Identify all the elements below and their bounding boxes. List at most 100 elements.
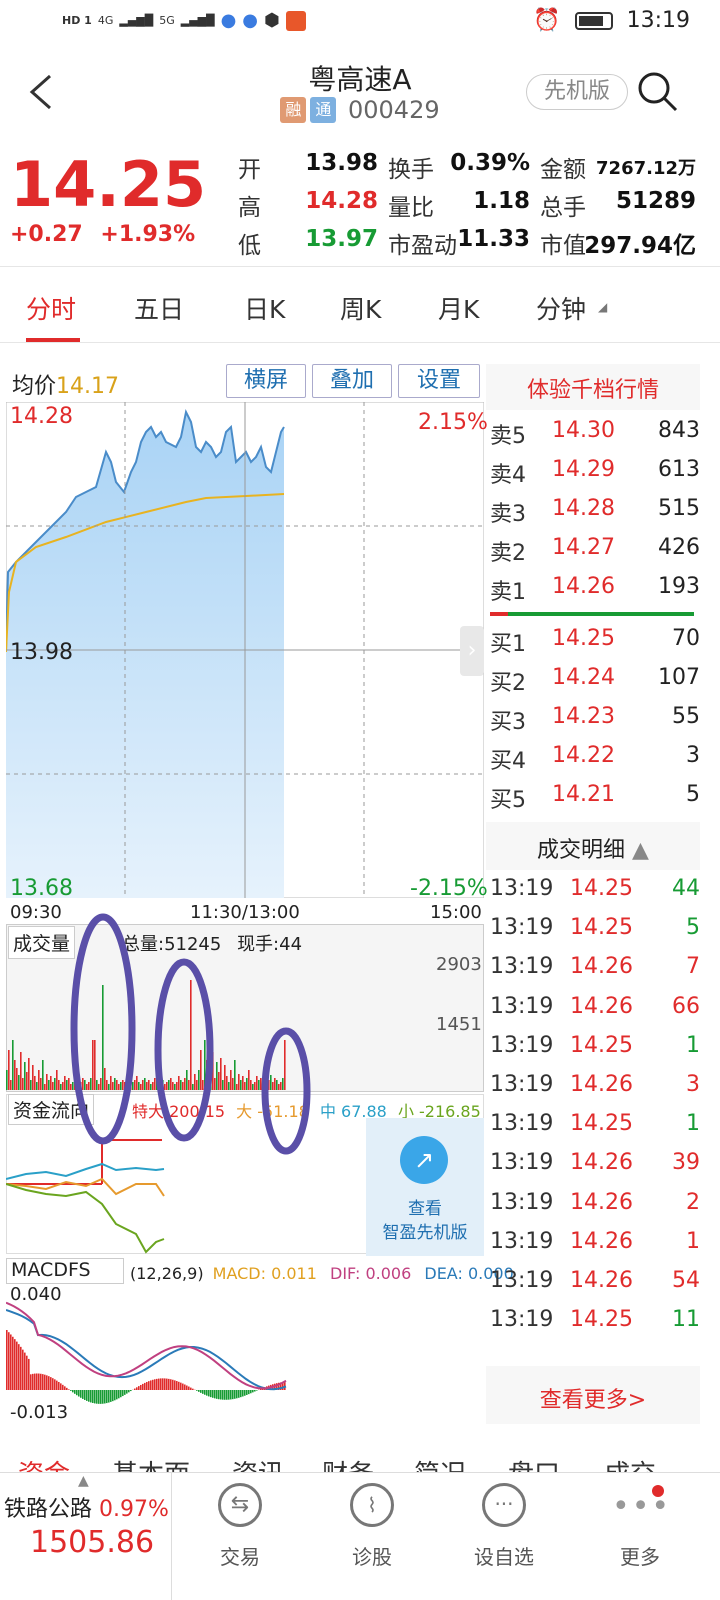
macd-bar: [214, 1390, 216, 1399]
volume-bar: [26, 1072, 28, 1090]
promo-text-2[interactable]: 智盈先机版: [382, 1223, 468, 1243]
hd1-label: HD 1: [62, 14, 92, 27]
macd-bar: [204, 1390, 206, 1395]
back-icon[interactable]: [28, 72, 54, 112]
buy-row: 买4 14.22 3: [490, 743, 700, 782]
volume-bar: [120, 1082, 122, 1090]
tab-3[interactable]: 周K: [340, 295, 382, 324]
buy-volume: 70: [672, 626, 700, 651]
volume-bar: [218, 1072, 220, 1090]
tab-1[interactable]: 五日: [134, 295, 185, 324]
tab-2[interactable]: 日K: [244, 295, 286, 324]
sell-level: 卖5: [490, 424, 526, 449]
macd-top: 0.040: [10, 1284, 62, 1305]
volume-label[interactable]: 成交量: [8, 926, 76, 959]
more-ticks-link[interactable]: 查看更多>: [539, 1388, 647, 1413]
quote-value: 1.18: [473, 188, 530, 214]
macd-bar: [200, 1390, 202, 1393]
volume-bar: [190, 980, 192, 1090]
intraday-chart[interactable]: [6, 402, 484, 898]
volume-bar: [28, 1058, 30, 1090]
nav-add-watch[interactable]: ··· 设自选: [436, 1473, 572, 1600]
tick-time: 13:19: [490, 1228, 554, 1254]
macd-bar: [144, 1382, 146, 1390]
macd-bar: [162, 1378, 164, 1390]
tick-volume: 11: [672, 1307, 700, 1333]
tick-price: 14.25: [570, 1032, 633, 1058]
volume-bar: [12, 1040, 14, 1090]
buy-row: 买1 14.25 70: [490, 626, 700, 665]
macd-bar: [122, 1390, 124, 1397]
macd-bar: [82, 1390, 84, 1399]
time-start: 09:30: [10, 902, 62, 923]
tick-price: 14.26: [570, 1189, 633, 1215]
volume-bar: [46, 1074, 48, 1090]
settings-button[interactable]: 设置: [398, 364, 480, 398]
detail-tab-6[interactable]: 成交: [604, 1454, 656, 1472]
volume-bar: [116, 1080, 118, 1090]
volume-bar: [166, 1082, 168, 1090]
quote-label: 量比: [388, 195, 434, 221]
index-name-line: 铁路公路 0.97%: [4, 1491, 169, 1523]
dropdown-icon[interactable]: ◢: [598, 300, 608, 314]
macd-bar: [158, 1378, 160, 1390]
status-right: ⏰ 13:19: [533, 8, 690, 33]
avg-price-label: 均价14.17: [12, 368, 119, 400]
tick-row: 13:19 14.25 5: [490, 915, 700, 954]
tab-4[interactable]: 月K: [438, 295, 480, 324]
chart-bottom-pct: -2.15%: [410, 876, 488, 901]
volume-bar: [200, 1050, 202, 1090]
volume-bar: [146, 1082, 148, 1090]
macd-bar: [156, 1378, 158, 1390]
buy-price: 14.21: [552, 782, 615, 807]
volume-bar: [44, 1084, 46, 1090]
ticks-header[interactable]: [486, 822, 700, 870]
search-icon[interactable]: [636, 70, 680, 114]
detail-tab-2[interactable]: 资讯: [232, 1454, 284, 1472]
macd-bar: [278, 1382, 280, 1390]
flow-label[interactable]: 资金流向: [8, 1094, 95, 1125]
detail-tab-3[interactable]: 财务: [322, 1454, 374, 1472]
orderbook-title[interactable]: 体验千档行情: [526, 378, 659, 403]
tick-row: 13:19 14.26 66: [490, 994, 700, 1033]
volume-bar: [254, 1082, 256, 1090]
pro-version-button[interactable]: 先机版: [526, 74, 628, 110]
nav-trade[interactable]: ⇆ 交易: [172, 1473, 308, 1600]
quote-label: 金额: [540, 157, 586, 183]
overlay-button[interactable]: 叠加: [312, 364, 392, 398]
macd-bar: [246, 1390, 248, 1395]
detail-tab-5[interactable]: 盘口: [508, 1454, 560, 1472]
volume-bar: [270, 1075, 272, 1090]
expand-up-icon[interactable]: ▲: [78, 1473, 89, 1489]
more-ticks-area[interactable]: [486, 1366, 700, 1424]
volume-bar: [84, 1080, 86, 1090]
book-bar-buy: [508, 612, 694, 616]
detail-tab-4[interactable]: 简况: [414, 1454, 466, 1472]
landscape-button[interactable]: 横屏: [226, 364, 306, 398]
promo-text-1[interactable]: 查看: [408, 1199, 442, 1219]
macd-bar: [54, 1379, 56, 1390]
detail-tab-1[interactable]: 基本面: [112, 1454, 190, 1472]
nav-more[interactable]: ••• 更多: [572, 1473, 708, 1600]
nav-diagnose[interactable]: ⌇ 诊股: [304, 1473, 440, 1600]
tick-price: 14.25: [570, 1307, 633, 1333]
app-notify-icon: ●: [242, 10, 259, 31]
index-widget[interactable]: ▲ 铁路公路 0.97% 1505.86: [0, 1473, 172, 1600]
tab-5[interactable]: 分钟: [536, 295, 587, 324]
macd-bar: [216, 1390, 218, 1399]
orderbook-header[interactable]: [486, 364, 700, 410]
flow-l: 大 -51.18: [236, 1102, 309, 1121]
ticks-title[interactable]: 成交明细 ▲: [486, 832, 700, 864]
expand-chevron-icon[interactable]: ›: [460, 626, 484, 676]
detail-tab-0[interactable]: 资金: [18, 1454, 70, 1472]
tab-0[interactable]: 分时: [26, 295, 77, 324]
volume-bar: [58, 1080, 60, 1090]
tick-volume: 7: [686, 954, 700, 980]
buy-level: 买2: [490, 671, 526, 696]
macd-label[interactable]: MACDFS: [6, 1258, 124, 1284]
volume-bar: [220, 1058, 222, 1090]
macd-bar: [248, 1390, 250, 1395]
sell-row: 卖5 14.30 843: [490, 418, 700, 457]
buy-volume: 107: [658, 665, 700, 690]
trend-icon[interactable]: ↗: [400, 1136, 448, 1184]
